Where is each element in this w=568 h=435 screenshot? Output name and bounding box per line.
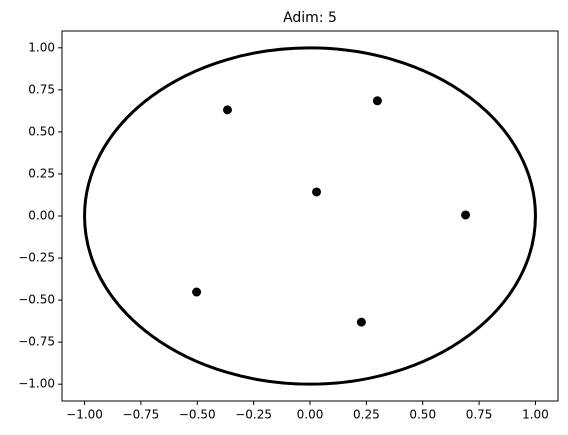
point	[372, 96, 382, 106]
x-tick-label: 1.00	[522, 408, 549, 422]
axes-frame	[61, 30, 559, 402]
unit-circle	[83, 46, 537, 386]
x-tick-label: 0.50	[409, 408, 436, 422]
point	[192, 287, 202, 297]
x-tick-label: −0.50	[179, 408, 216, 422]
point	[222, 105, 232, 115]
x-tick-label: −0.25	[235, 408, 272, 422]
y-tick-label: 0.00	[28, 209, 55, 223]
y-tick-label: −0.75	[18, 335, 55, 349]
x-tick-label: −0.75	[123, 408, 160, 422]
y-tick-label: −0.25	[18, 251, 55, 265]
y-tick-label: 0.75	[28, 82, 55, 96]
y-tick-label: 0.25	[28, 166, 55, 180]
y-tick-label: 0.50	[28, 124, 55, 138]
y-tick-label: −1.00	[18, 377, 55, 391]
x-tick-label: −1.00	[66, 408, 103, 422]
x-tick-label: 0.25	[353, 408, 380, 422]
chart-title: Adim: 5	[283, 10, 337, 26]
point	[461, 210, 471, 220]
y-tick-label: −0.50	[18, 293, 55, 307]
x-tick-label: 0.00	[297, 408, 324, 422]
x-tick-label: 0.75	[466, 408, 493, 422]
y-tick-label: 1.00	[28, 40, 55, 54]
point	[312, 187, 322, 197]
point	[356, 317, 366, 327]
